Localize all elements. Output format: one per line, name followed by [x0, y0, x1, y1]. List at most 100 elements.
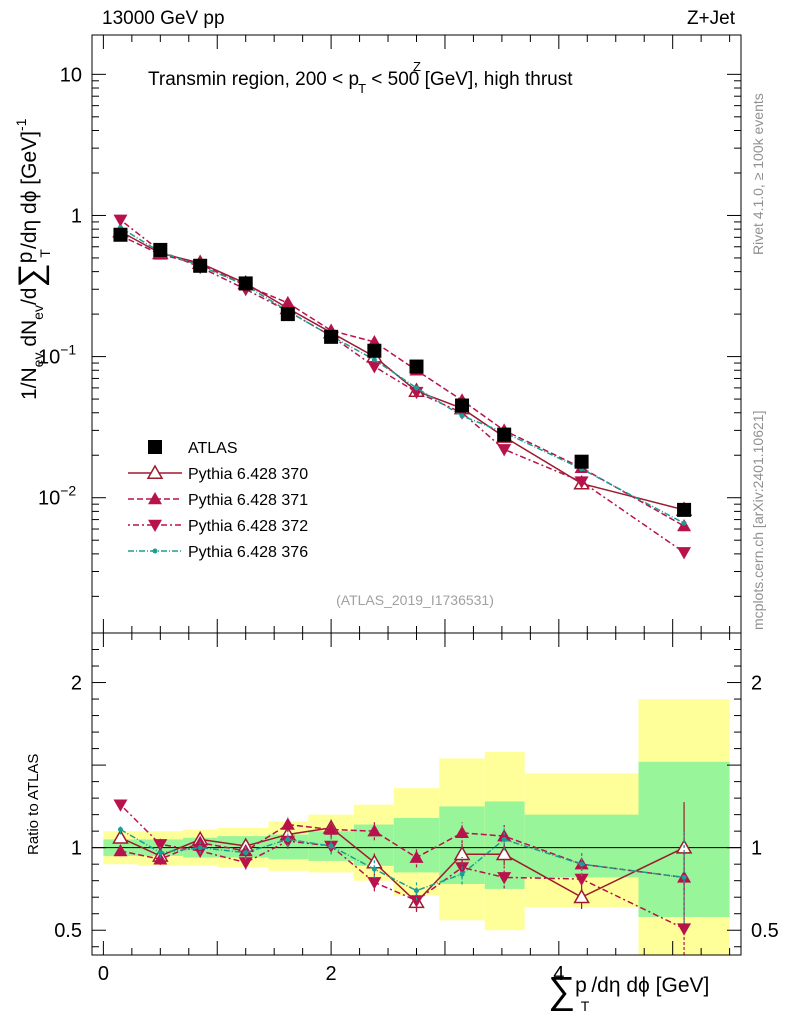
main-axes: 10 1 10−1 10−2 — [38, 35, 741, 633]
ylabel-1n: 1/N — [18, 367, 41, 400]
data-point-376 — [414, 888, 419, 894]
series-line-main — [120, 219, 685, 553]
data-point-atlas — [238, 276, 253, 291]
data-point-371 — [153, 852, 168, 865]
legend-label: Pythia 6.428 376 — [188, 544, 308, 561]
plot-title: Transmin region, 200 < pT < 500 [GeV], h… — [148, 69, 573, 96]
data-point-atlas — [324, 329, 339, 344]
data-point-376 — [681, 874, 687, 880]
band-green — [393, 817, 440, 873]
ylabel-t-sub: T — [37, 249, 53, 258]
data-point-atlas — [497, 427, 512, 442]
ylabel-sum: ∑ — [12, 263, 50, 287]
data-point-372 — [367, 361, 382, 374]
x-axis-label: ∑p T/dη dϕ [GeV] — [548, 970, 709, 1014]
data-point-376 — [285, 836, 291, 842]
ratio-y-tick-label: 0.5 — [54, 920, 82, 942]
ylabel-p: p — [14, 252, 37, 264]
data-point-376 — [579, 861, 585, 867]
data-point-371 — [280, 817, 295, 830]
data-point-370 — [146, 464, 164, 479]
data-point-atlas — [455, 398, 470, 413]
data-point-atlas — [280, 307, 295, 322]
data-point-372 — [574, 476, 589, 489]
data-point-371 — [238, 843, 253, 857]
ratio-y-tick-label: 1 — [71, 838, 82, 860]
x-tick-label: 0 — [98, 963, 109, 985]
series-line-ratio — [119, 804, 685, 930]
data-point-376 — [328, 843, 334, 849]
legend-label: Pythia 6.428 371 — [188, 492, 308, 509]
data-point-370 — [453, 845, 471, 861]
mcplots-label: mcplots.cern.ch [arXiv:2401.10621] — [750, 411, 766, 630]
ylabel-rest: /dη dϕ [GeV] — [18, 131, 41, 249]
y-tick-label: 1 — [71, 205, 82, 227]
ratio-y-tick-label-right: 2 — [751, 673, 762, 695]
plot-title-sub: T — [358, 81, 366, 96]
data-point-376 — [414, 385, 419, 391]
data-point-376 — [681, 520, 687, 526]
data-point-372 — [574, 873, 589, 887]
legend-label: ATLAS — [188, 440, 238, 457]
data-point-372 — [238, 857, 253, 870]
xlabel-rest: /dη dϕ [GeV] — [591, 974, 709, 997]
ratio-bands — [103, 699, 730, 955]
data-point-atlas — [677, 502, 692, 517]
data-point-370 — [573, 888, 590, 904]
series-line-ratio — [120, 823, 685, 879]
data-point-371 — [148, 492, 162, 505]
rivet-label: Rivet 4.1.0, ≥ 100k events — [750, 93, 766, 255]
ratio-frame — [91, 632, 742, 956]
series-line-ratio — [120, 828, 685, 892]
series-line-ratio — [120, 827, 685, 904]
y-tick-label: 10 — [60, 64, 82, 86]
data-point-376 — [157, 850, 163, 856]
data-point-372 — [409, 895, 424, 908]
data-point-370 — [495, 845, 513, 861]
ylabel-dn: dN — [18, 320, 41, 353]
data-point-atlas — [113, 227, 128, 242]
plot-title-sup: Z — [413, 59, 421, 74]
data-point-372 — [113, 799, 128, 812]
analysis-label: (ATLAS_2019_I1736531) — [336, 592, 494, 608]
plot-title-pre: Transmin region, 200 < p — [148, 69, 359, 90]
ratio-series — [112, 799, 693, 955]
legend-label: Pythia 6.428 370 — [188, 466, 308, 483]
data-point-372 — [677, 923, 692, 936]
ylabel-exp: -1 — [13, 118, 29, 131]
x-tick-label: 4 — [553, 963, 564, 985]
ylabel-ev2-sub: ev — [30, 305, 46, 320]
data-point-376 — [371, 866, 377, 872]
header-left-label: 13000 GeV pp — [102, 8, 225, 29]
data-point-atlas — [574, 454, 589, 469]
ratio-y-tick-label-right: 0.5 — [751, 920, 779, 942]
data-point-372 — [153, 839, 168, 852]
ratio-axes: 0 2 4 0.5 0.5 1 1 2 2 — [54, 633, 779, 985]
data-point-370 — [112, 829, 129, 844]
data-point-372 — [113, 214, 128, 227]
data-point-371 — [280, 295, 295, 309]
data-point-371 — [113, 843, 128, 857]
y-axis-label-ratio: Ratio to ATLAS — [25, 754, 42, 855]
data-point-atlas — [367, 343, 382, 358]
legend-label: Pythia 6.428 372 — [188, 518, 308, 535]
data-point-371 — [367, 824, 382, 837]
data-point-atlas — [148, 440, 162, 454]
data-point-atlas — [193, 258, 208, 273]
x-tick-label: 2 — [326, 963, 337, 985]
data-point-372 — [148, 519, 162, 532]
data-point-atlas — [153, 242, 168, 257]
series-line-main — [120, 234, 685, 527]
data-point-376 — [197, 845, 203, 851]
data-point-376 — [117, 827, 123, 833]
data-point-371 — [455, 825, 470, 839]
data-point-372 — [677, 547, 692, 560]
ratio-panel: 0 2 4 0.5 0.5 1 1 2 2 Ratio to ATLAS — [25, 632, 779, 985]
data-point-376 — [459, 871, 465, 877]
data-point-372 — [497, 444, 512, 457]
y-axis-label-main: 1/Nev dNev/d∑pT/dη dϕ [GeV]-1 — [12, 118, 53, 400]
ratio-y-tick-label: 2 — [71, 673, 82, 695]
y-tick-label: 10−2 — [38, 483, 76, 510]
